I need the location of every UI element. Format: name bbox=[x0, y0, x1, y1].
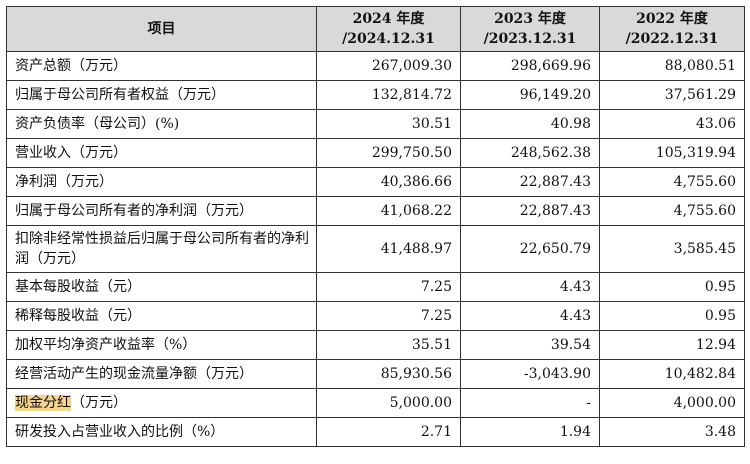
cell-2022: 12.94 bbox=[599, 330, 745, 360]
row-label: 稀释每股收益（元） bbox=[6, 301, 317, 331]
table-row: 资产负债率（母公司）(%) 30.51 40.98 43.06 bbox=[6, 109, 745, 139]
table-row: 现金分红（万元） 5,000.00 - 4,000.00 bbox=[6, 388, 745, 418]
cell-2024: 41,068.22 bbox=[316, 196, 461, 226]
row-label: 归属于母公司所有者的净利润（万元） bbox=[6, 196, 317, 226]
table-row: 研发投入占营业收入的比例（%） 2.71 1.94 3.48 bbox=[6, 417, 745, 447]
cell-2024: 132,814.72 bbox=[316, 80, 461, 110]
cell-2024: 35.51 bbox=[316, 330, 461, 360]
table-row: 净利润（万元） 40,386.66 22,887.43 4,755.60 bbox=[6, 167, 745, 197]
row-label: 基本每股收益（元） bbox=[6, 272, 317, 302]
cell-2022: 4,755.60 bbox=[599, 167, 745, 197]
row-label: 扣除非经常性损益后归属于母公司所有者的净利润（万元） bbox=[6, 225, 317, 273]
cell-2022: 0.95 bbox=[599, 272, 745, 302]
cell-2022: 3,585.45 bbox=[599, 225, 745, 273]
highlighted-text: 现金分红 bbox=[15, 395, 71, 411]
cell-2023: 22,887.43 bbox=[460, 196, 600, 226]
header-year-label: 2023 年度 bbox=[494, 11, 566, 27]
header-date-label: /2022.12.31 bbox=[625, 31, 719, 47]
table-row: 资产总额（万元） 267,009.30 298,669.96 88,080.51 bbox=[6, 51, 745, 81]
cell-2024: 267,009.30 bbox=[316, 51, 461, 81]
header-date-label: /2023.12.31 bbox=[483, 31, 577, 47]
table-row: 营业收入（万元） 299,750.50 248,562.38 105,319.9… bbox=[6, 138, 745, 168]
cell-2022: 0.95 bbox=[599, 301, 745, 331]
header-year-2022: 2022 年度/2022.12.31 bbox=[599, 6, 745, 52]
table-row: 归属于母公司所有者的净利润（万元） 41,068.22 22,887.43 4,… bbox=[6, 196, 745, 226]
cell-2024: 40,386.66 bbox=[316, 167, 461, 197]
cell-2022: 3.48 bbox=[599, 417, 745, 447]
cell-2024: 41,488.97 bbox=[316, 225, 461, 273]
cell-2023: 39.54 bbox=[460, 330, 600, 360]
cell-2024: 5,000.00 bbox=[316, 388, 461, 418]
cell-2022: 105,319.94 bbox=[599, 138, 745, 168]
table-row: 归属于母公司所有者权益（万元） 132,814.72 96,149.20 37,… bbox=[6, 80, 745, 110]
cell-2023: 22,650.79 bbox=[460, 225, 600, 273]
cell-2024: 7.25 bbox=[316, 301, 461, 331]
table-row: 经营活动产生的现金流量净额（万元） 85,930.56 -3,043.90 10… bbox=[6, 359, 745, 389]
table-row: 基本每股收益（元） 7.25 4.43 0.95 bbox=[6, 272, 745, 302]
cell-2023: -3,043.90 bbox=[460, 359, 600, 389]
table-row: 加权平均净资产收益率（%） 35.51 39.54 12.94 bbox=[6, 330, 745, 360]
row-label: 净利润（万元） bbox=[6, 167, 317, 197]
cell-2023: 248,562.38 bbox=[460, 138, 600, 168]
cell-2023: 40.98 bbox=[460, 109, 600, 139]
header-year-2023: 2023 年度/2023.12.31 bbox=[460, 6, 600, 52]
row-label: 资产总额（万元） bbox=[6, 51, 317, 81]
cell-2022: 4,000.00 bbox=[599, 388, 745, 418]
table-body: 资产总额（万元） 267,009.30 298,669.96 88,080.51… bbox=[6, 51, 745, 447]
cell-2022: 37,561.29 bbox=[599, 80, 745, 110]
cell-2023: 4.43 bbox=[460, 272, 600, 302]
row-label: 资产负债率（母公司）(%) bbox=[6, 109, 317, 139]
cell-2023: 298,669.96 bbox=[460, 51, 600, 81]
cell-2023: 4.43 bbox=[460, 301, 600, 331]
cell-2023: - bbox=[460, 388, 600, 418]
cell-2024: 7.25 bbox=[316, 272, 461, 302]
row-label: 归属于母公司所有者权益（万元） bbox=[6, 80, 317, 110]
header-date-label: /2024.12.31 bbox=[342, 31, 435, 47]
table-header: 项目 2024 年度/2024.12.31 2023 年度/2023.12.31… bbox=[6, 6, 745, 52]
cell-2024: 30.51 bbox=[316, 109, 461, 139]
row-label: 研发投入占营业收入的比例（%） bbox=[6, 417, 317, 447]
header-year-label: 2022 年度 bbox=[636, 11, 708, 27]
cell-2024: 85,930.56 bbox=[316, 359, 461, 389]
cell-2022: 88,080.51 bbox=[599, 51, 745, 81]
row-label: 现金分红（万元） bbox=[6, 388, 317, 418]
cell-2024: 299,750.50 bbox=[316, 138, 461, 168]
cell-2023: 96,149.20 bbox=[460, 80, 600, 110]
header-year-2024: 2024 年度/2024.12.31 bbox=[316, 6, 461, 52]
cell-2022: 43.06 bbox=[599, 109, 745, 139]
header-year-label: 2024 年度 bbox=[352, 11, 425, 27]
header-row: 项目 2024 年度/2024.12.31 2023 年度/2023.12.31… bbox=[6, 6, 745, 52]
cell-2023: 1.94 bbox=[460, 417, 600, 447]
header-item: 项目 bbox=[6, 6, 317, 52]
row-label: 营业收入（万元） bbox=[6, 138, 317, 168]
table-row: 扣除非经常性损益后归属于母公司所有者的净利润（万元） 41,488.97 22,… bbox=[6, 225, 745, 273]
cell-2022: 10,482.84 bbox=[599, 359, 745, 389]
cell-2024: 2.71 bbox=[316, 417, 461, 447]
financial-data-table: 项目 2024 年度/2024.12.31 2023 年度/2023.12.31… bbox=[6, 6, 745, 447]
table-row: 稀释每股收益（元） 7.25 4.43 0.95 bbox=[6, 301, 745, 331]
cell-2023: 22,887.43 bbox=[460, 167, 600, 197]
row-label-suffix: （万元） bbox=[71, 395, 127, 411]
row-label: 经营活动产生的现金流量净额（万元） bbox=[6, 359, 317, 389]
row-label: 加权平均净资产收益率（%） bbox=[6, 330, 317, 360]
cell-2022: 4,755.60 bbox=[599, 196, 745, 226]
